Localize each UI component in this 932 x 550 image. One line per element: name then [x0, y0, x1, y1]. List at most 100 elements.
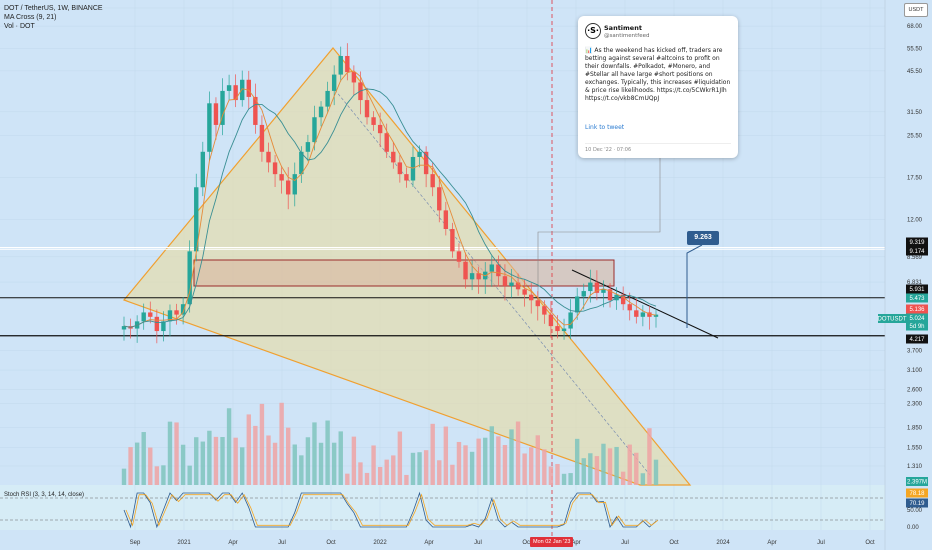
candle-body	[594, 282, 600, 293]
volume-bar	[620, 471, 626, 485]
candle-body	[233, 85, 238, 101]
time-tick-label: 2022	[373, 540, 387, 546]
volume-bar	[548, 466, 554, 485]
time-tick-label: Sep	[130, 540, 141, 546]
candle-body	[187, 251, 192, 305]
candle-body	[601, 289, 606, 293]
tweet-link[interactable]: Link to tweet	[585, 124, 625, 131]
volume-bar	[417, 452, 422, 485]
price-axis: 80.0068.0055.5045.5031.5025.5017.5012.00…	[907, 6, 923, 470]
volume-bar	[272, 442, 278, 485]
volume-bar	[377, 466, 383, 485]
volume-bar	[588, 453, 593, 485]
volume-label[interactable]: Vol · DOT	[4, 23, 35, 30]
candle-body	[574, 296, 580, 313]
candle-body	[410, 156, 416, 181]
volume-tag	[906, 477, 928, 486]
candle-body	[397, 162, 403, 175]
volume-bar	[594, 456, 600, 485]
ma-cross-label[interactable]: MA Cross (9, 21)	[4, 14, 57, 21]
price-tag	[906, 313, 928, 323]
tweet-card[interactable]: ·S· Santiment @santimentfeed 📊 As the we…	[578, 16, 738, 158]
price-tick-label: 8.569	[907, 255, 923, 261]
price-tag-label: 5.931	[909, 287, 925, 293]
candle-body	[213, 103, 219, 125]
volume-bar	[345, 473, 350, 485]
currency-button[interactable]: USDT	[904, 3, 928, 17]
volume-bar	[496, 436, 501, 485]
volume-bar	[299, 455, 304, 485]
volume-bar	[614, 446, 619, 485]
candle-body	[529, 294, 534, 301]
volume-bar	[463, 445, 468, 485]
candle-body	[180, 304, 186, 315]
volume-bar	[128, 447, 133, 485]
volume-bar	[581, 458, 586, 485]
volume-bar	[194, 437, 199, 485]
volume-bar	[325, 420, 330, 485]
candle-body	[463, 261, 468, 280]
volume-bar	[233, 437, 238, 485]
volume-bar	[456, 441, 462, 485]
candle-body	[476, 273, 481, 280]
candle-body	[259, 124, 265, 152]
volume-bar	[200, 441, 206, 485]
candle-body	[384, 133, 389, 152]
time-tick-label: Oct	[669, 540, 679, 546]
candle-body	[515, 282, 521, 290]
price-tick-label: 1.850	[907, 426, 923, 432]
candle-body	[174, 310, 179, 315]
candle-body	[200, 151, 206, 188]
candle-body	[496, 264, 501, 277]
tweet-body: 📊 As the weekend has kicked off, traders…	[585, 47, 731, 102]
volume-bar	[443, 426, 449, 485]
time-tick-label: Jul	[621, 540, 629, 546]
volume-bar	[213, 436, 219, 485]
volume-bar	[364, 472, 370, 485]
price-tick-label: 31.50	[907, 110, 923, 116]
volume-bar	[285, 427, 291, 485]
candle-body	[430, 174, 435, 188]
rsi-tick-label: 0.00	[907, 525, 919, 531]
volume-bar	[161, 465, 166, 485]
volume-bar	[358, 462, 363, 485]
candle-body	[542, 306, 547, 315]
rsi-tag	[906, 498, 928, 508]
volume-bar	[220, 437, 225, 485]
tweet-pointer	[537, 158, 661, 300]
volume-bar	[134, 442, 140, 485]
resistance-zone	[193, 259, 615, 287]
price-tick-label: 3.100	[907, 368, 923, 374]
volume-bar	[141, 432, 146, 485]
volume-bar	[384, 459, 389, 485]
candle-body	[568, 312, 573, 329]
candle-body	[509, 282, 514, 286]
candle-body	[469, 273, 475, 280]
trendline	[571, 269, 719, 339]
volume-bar	[259, 403, 265, 485]
candle-body	[345, 55, 350, 73]
price-tick-label: 6.831	[907, 280, 923, 286]
time-tick-label: Oct	[326, 540, 336, 546]
price-tag-label: 5.024	[909, 316, 925, 322]
price-tag-label: 9.319	[909, 240, 925, 246]
time-tick-label: Apr	[767, 540, 776, 546]
volume-bar	[574, 438, 580, 485]
volume-bar	[279, 402, 284, 485]
candle-body	[647, 312, 652, 317]
candle-body	[371, 117, 376, 125]
candle-body	[456, 251, 462, 262]
symbol-title: DOT / TetherUS, 1W, BINANCE	[4, 5, 103, 12]
price-tag-label: 9.174	[909, 249, 925, 255]
stoch-rsi-label[interactable]: Stoch RSI (3, 3, 14, 14, close)	[4, 492, 85, 498]
candle-body	[364, 100, 370, 118]
volume-bar	[305, 437, 311, 485]
volume-bar	[555, 463, 560, 485]
volume-bar	[634, 452, 639, 485]
price-tag-label: 4.217	[909, 337, 925, 343]
candle-body	[161, 321, 166, 332]
time-tick-label: Oct	[522, 540, 532, 546]
volume-bar	[187, 465, 192, 485]
candle-body	[325, 90, 330, 107]
